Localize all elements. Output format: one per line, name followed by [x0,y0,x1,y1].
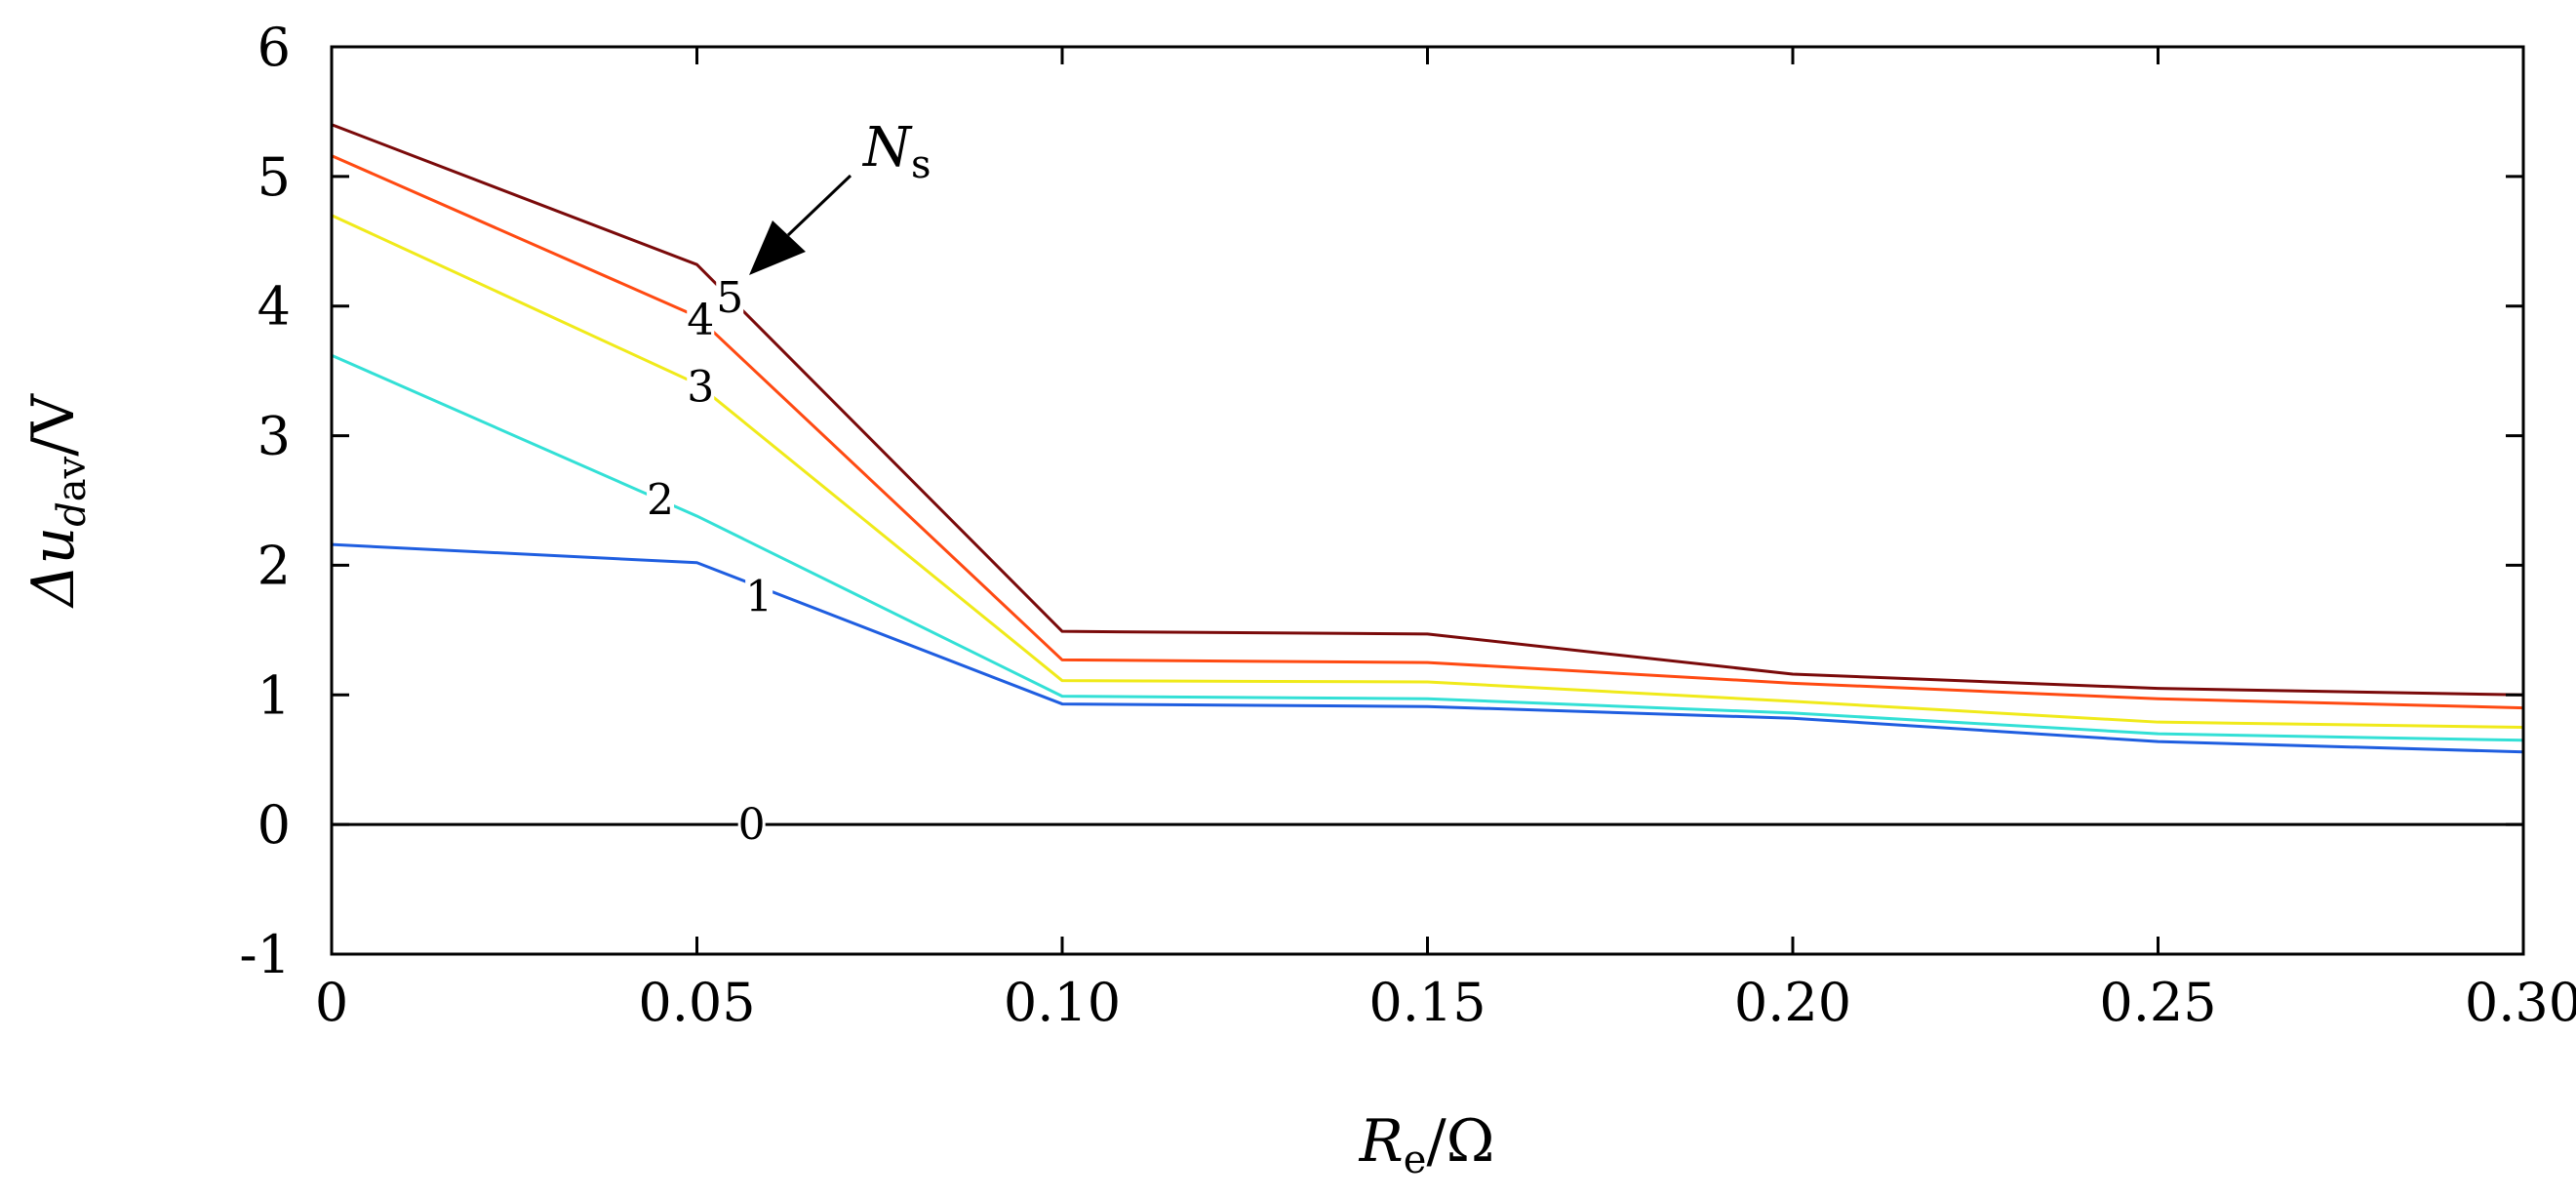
x-axis-label-unit: /Ω [1426,1107,1494,1176]
series-label-0: 0 [738,800,766,850]
ns-annotation: Ns [749,116,931,275]
series-line-2 [331,353,2524,742]
series-label-1: 1 [745,572,773,621]
series-label-bg [647,476,675,524]
y-tick-label: 6 [258,17,291,78]
x-axis-label: Re/Ω [1359,1107,1495,1182]
y-axis-label-subscript: av [50,456,95,501]
ns-annotation-subscript: s [911,142,931,187]
series-line-3 [331,214,2524,729]
series-label-bg [745,573,773,620]
y-tick-label: 4 [258,276,291,338]
x-tick-label: 0.05 [638,972,755,1033]
series-label-4: 4 [687,296,714,345]
x-axis-label-subscript: e [1404,1138,1427,1182]
series-label-3: 3 [687,362,714,412]
ns-arrow-head [749,220,806,275]
y-axis-label-main: u [20,527,88,565]
x-tick-label: 0.20 [1734,972,1851,1033]
series-label-bg [687,296,715,343]
x-tick-label: 0.30 [2465,972,2576,1033]
series-label-bg [737,801,766,849]
x-tick-label: 0.15 [1368,972,1486,1033]
y-tick-label: 1 [258,664,291,726]
series-line-1 [331,542,2524,754]
y-tick-label: 5 [258,146,291,208]
series-label-2: 2 [647,475,674,525]
x-tick-label: 0 [315,972,348,1033]
y-tick-label: 0 [258,794,291,856]
x-axis-label-main: R [1359,1107,1404,1176]
x-tick-label: 0.25 [2099,972,2216,1033]
y-tick-label: 3 [258,406,291,467]
ns-arrow-shaft [786,174,852,237]
y-axis-label-prefix: Δ [20,564,88,608]
y-axis-label-subscript-italic: d [50,501,95,527]
y-tick-label: -1 [239,924,291,985]
x-tick-label: 0.10 [1004,972,1121,1033]
ns-annotation-text: Ns [861,116,931,187]
series-label-bg [687,363,715,411]
ns-annotation-main: N [861,116,913,180]
series-line-5 [331,123,2524,697]
y-tick-label: 2 [258,535,291,596]
y-axis-label-unit: /V [20,393,88,457]
y-axis-label: Δudav/V [20,393,95,609]
series-line-4 [331,154,2524,710]
series-label-5: 5 [716,273,743,323]
series-label-bg [716,274,744,322]
